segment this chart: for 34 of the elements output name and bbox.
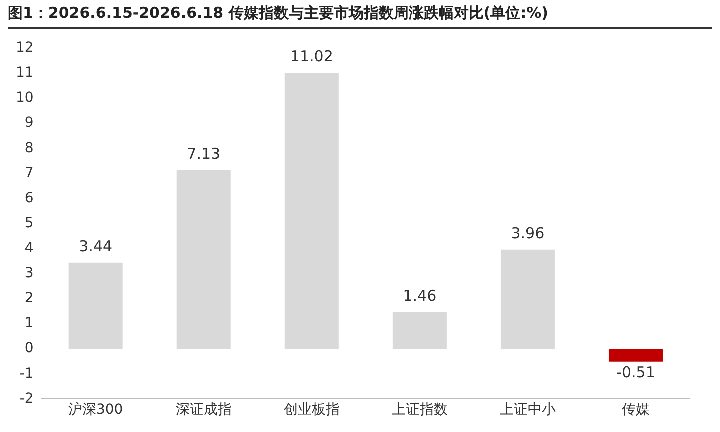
y-tick-label: 5: [24, 215, 34, 232]
data-label: 3.96: [511, 224, 545, 242]
chart-title: 图1：2026.6.15-2026.6.18 传媒指数与主要市场指数周涨跌幅对比(单位:%): [8, 4, 712, 29]
data-label: 1.46: [403, 286, 437, 305]
x-tick-label: 传媒: [622, 402, 650, 418]
x-tick-label: 创业板指: [284, 402, 340, 418]
bar: [68, 262, 123, 350]
data-label: 11.02: [290, 47, 334, 66]
x-tick-label: 上证中小: [500, 402, 556, 418]
bar: [176, 170, 231, 350]
y-tick-label: 3: [24, 266, 34, 282]
y-tick-label: -1: [20, 366, 34, 382]
y-tick-label: 7: [24, 165, 34, 182]
x-tick-label: 沪深300: [68, 402, 124, 418]
y-tick-label: 2: [24, 290, 34, 307]
y-tick-label: 8: [24, 140, 34, 156]
y-tick-label: -2: [20, 390, 34, 407]
y-tick-label: 11: [16, 65, 34, 82]
data-label: -0.51: [616, 363, 656, 382]
y-tick-label: 1: [24, 316, 34, 332]
bar: [500, 250, 555, 350]
bar: [392, 312, 447, 350]
x-tick-label: 上证指数: [392, 402, 448, 418]
y-tick-label: 6: [24, 190, 34, 206]
bar: [608, 349, 663, 362]
bar: [284, 72, 339, 350]
y-tick-label: 9: [24, 115, 34, 132]
y-tick-label: 10: [16, 90, 34, 106]
y-tick-label: 4: [24, 240, 34, 256]
x-tick-label: 深证成指: [176, 402, 232, 418]
y-tick-label: 0: [24, 340, 34, 357]
data-label: 7.13: [187, 144, 221, 163]
y-tick-label: 12: [16, 40, 34, 56]
data-label: 3.44: [79, 237, 113, 256]
